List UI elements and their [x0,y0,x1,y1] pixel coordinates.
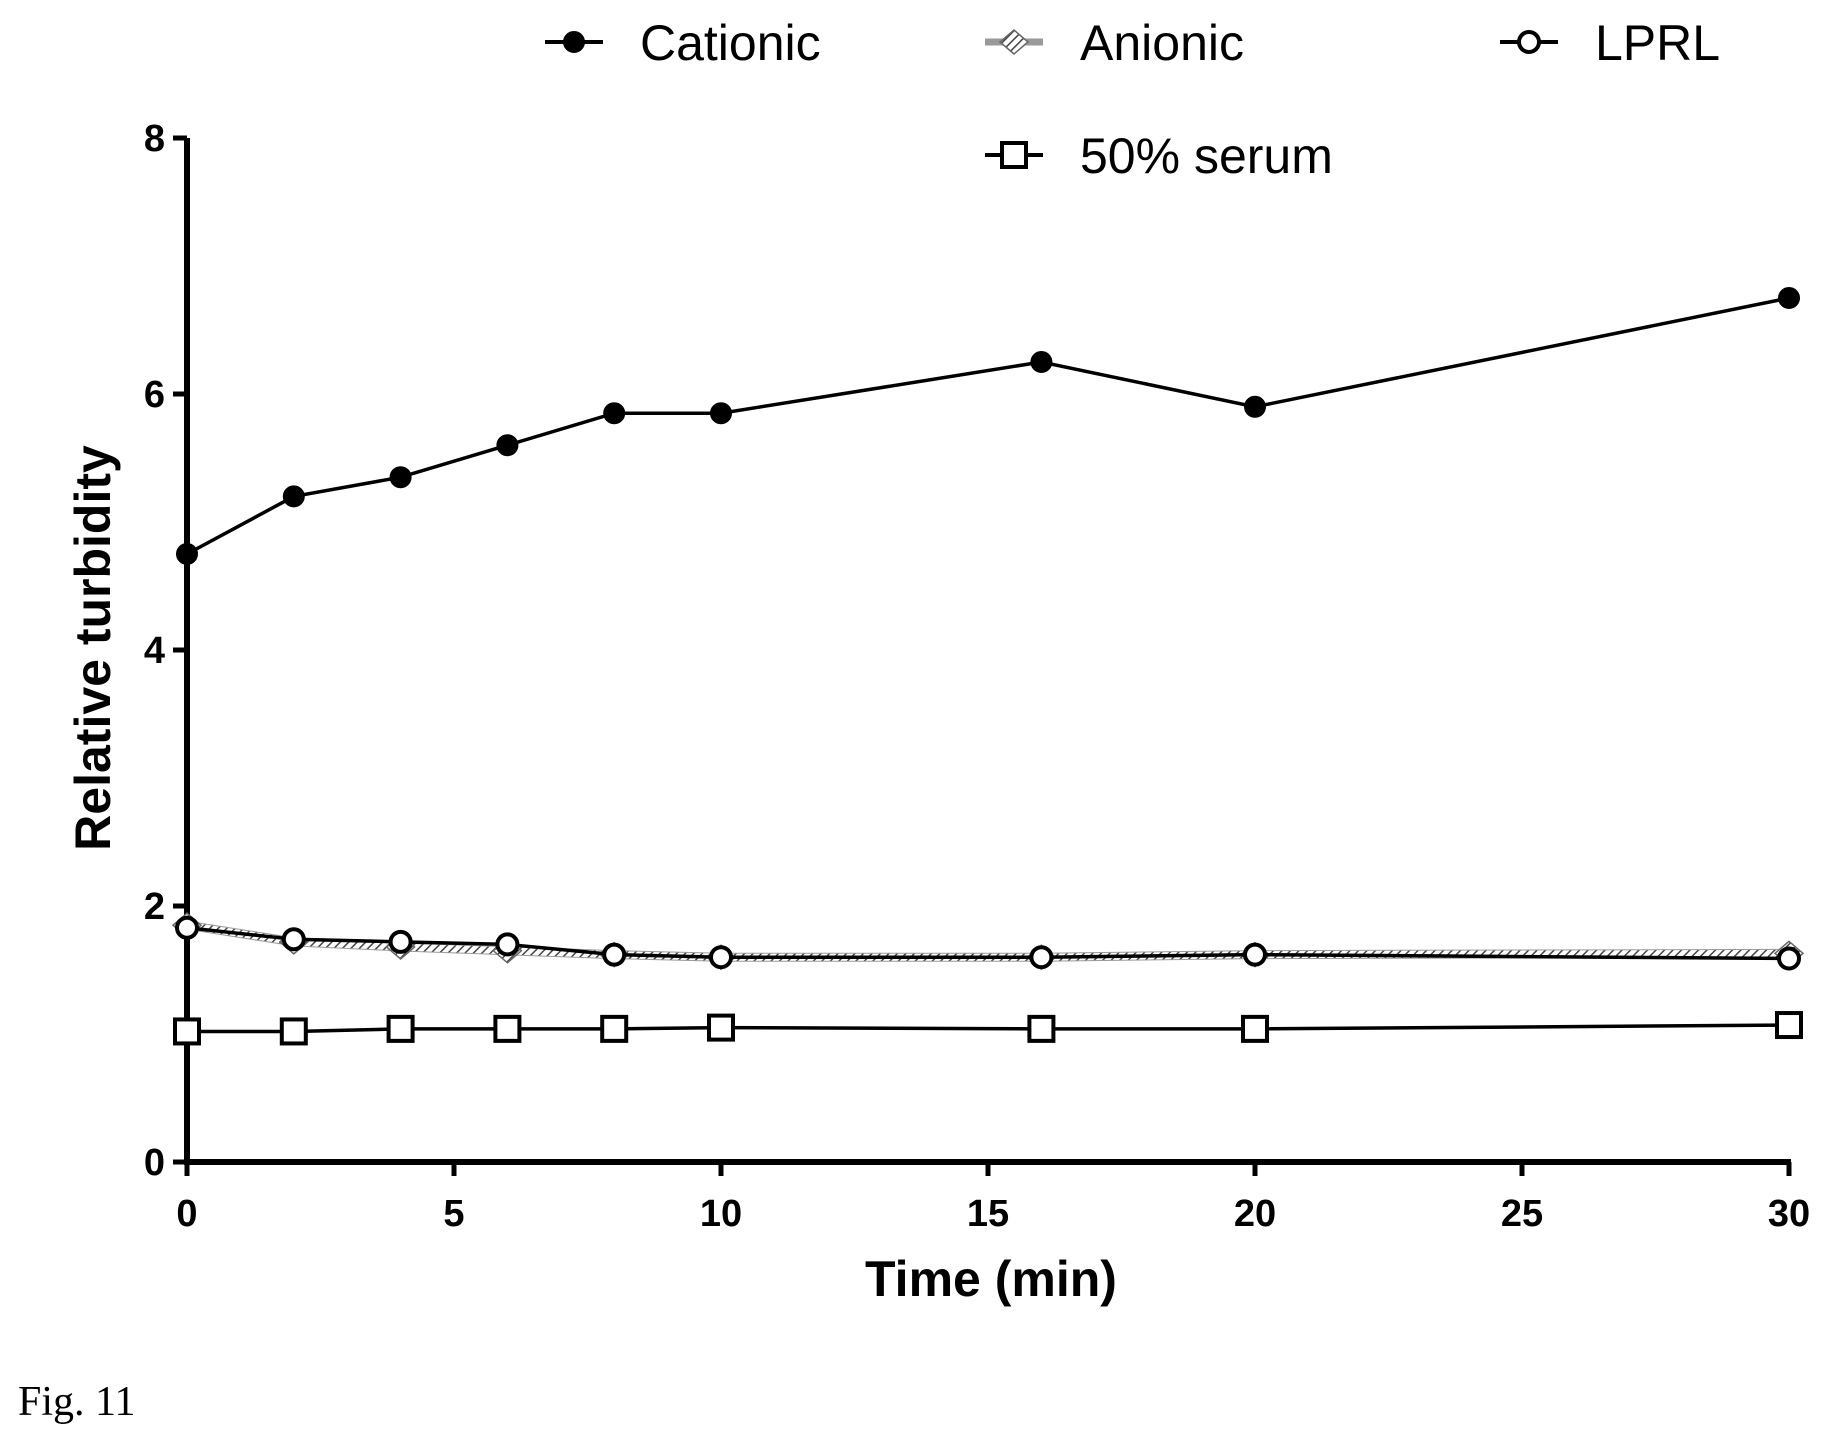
y-tick-label: 4 [144,630,165,672]
x-tick-label: 30 [1768,1193,1810,1235]
data-point-cationic [496,434,519,457]
y-tick-label: 8 [144,118,165,160]
data-point-50-serum [1775,1011,1803,1040]
x-tick-label: 10 [700,1193,742,1235]
y-tick-label: 6 [144,374,165,416]
data-point-lprl [281,927,306,952]
legend-label: Anionic [1080,15,1244,71]
y-tick-label: 0 [144,1142,165,1184]
data-point-50-serum [600,1014,629,1043]
data-point-lprl [1777,946,1801,971]
legend-item-cationic: Cationic [545,15,821,71]
data-point-lprl [388,929,413,954]
legend-item-lprl: LPRL [1500,15,1720,71]
figure-caption: Fig. 11 [18,1379,136,1425]
data-point-cationic [389,466,412,489]
legend-item-anionic: Anionic [985,15,1244,71]
x-tick-label: 15 [967,1193,1009,1235]
legend-marker [1517,30,1541,54]
x-tick-label: 0 [176,1193,197,1235]
data-point-cationic [282,485,305,508]
axes [173,135,1792,1176]
legend-marker [998,29,1030,55]
data-point-lprl [495,932,520,957]
x-axis-title: Time (min) [865,1251,1117,1307]
legend-marker [563,31,585,53]
legend-label: LPRL [1595,15,1720,71]
y-axis-title: Relative turbidity [65,445,121,851]
data-point-50-serum [1027,1014,1056,1043]
data-point-lprl [1029,945,1054,970]
data-point-cationic [710,402,732,425]
x-tick-label: 20 [1234,1193,1276,1235]
data-point-lprl [175,915,199,940]
series-cationic [176,287,1800,565]
data-point-cationic [176,543,198,565]
y-tick-label: 2 [144,886,165,928]
data-point-50-serum [173,1017,201,1046]
legend-marker [1000,141,1028,169]
data-point-50-serum [279,1017,308,1046]
data-point-lprl [709,945,733,970]
data-point-50-serum [707,1013,735,1042]
data-point-lprl [602,942,627,967]
data-point-cationic [603,402,626,425]
series-50-serum [173,1011,1803,1046]
data-point-cationic [1030,351,1053,373]
data-point-cationic [1244,395,1266,418]
tick-labels: 0 5 10 15 20 25 30 0 2 4 6 8 [144,118,1810,1235]
x-tick-label: 25 [1501,1193,1543,1235]
legend-label: 50% serum [1080,128,1333,184]
data-point-50-serum [493,1014,522,1043]
legend-item-50-serum: 50% serum [985,128,1333,184]
series-lprl [175,915,1801,971]
legend: Cationic Anionic LPRL 50% serum [545,15,1720,184]
data-point-lprl [1243,942,1267,967]
data-point-cationic [1778,287,1800,309]
data-point-50-serum [386,1014,415,1043]
legend-label: Cationic [640,15,821,71]
x-tick-label: 5 [443,1193,464,1235]
series-layer [171,287,1805,1046]
data-point-50-serum [1241,1014,1269,1043]
series-line-50-serum [187,1023,1790,1034]
series-line-cationic [186,296,1790,556]
